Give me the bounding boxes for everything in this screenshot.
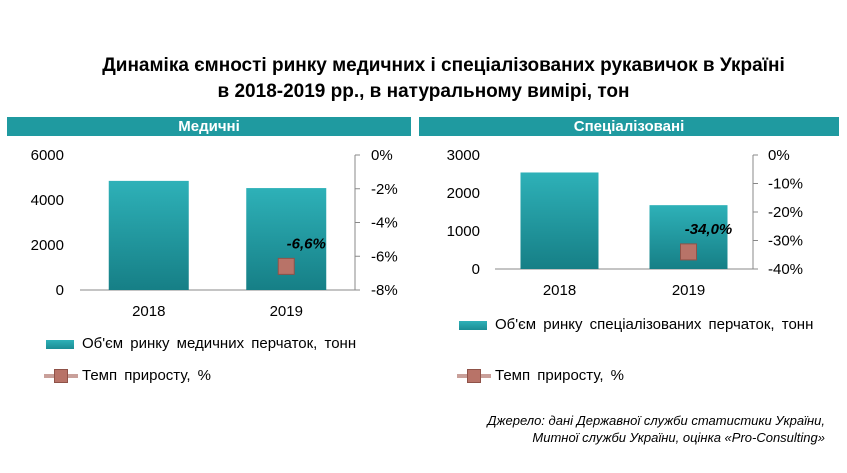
left-axis-tick-label: 0 (56, 282, 64, 299)
left-axis-tick-label: 1000 (447, 223, 480, 240)
right-axis-tick-label: 0% (371, 147, 393, 164)
legend-bar-swatch-medical (46, 340, 74, 349)
right-axis-tick-label: 0% (768, 147, 790, 164)
panel-title-medical: Медичні (7, 117, 411, 136)
legend-bar-swatch-specialized (459, 321, 487, 330)
chart-specialized: 0 1000 2000 3000 0% -10% -20% -30% -40% 2018 2019 -… (447, 147, 803, 299)
right-axis-tick-label: -4% (371, 215, 398, 232)
right-axis-tick-label: -20% (768, 204, 803, 221)
x-tick-label: 2018 (132, 303, 165, 320)
chart-title-line-1: Динаміка ємності ринку медичних і спеціа… (102, 55, 785, 76)
right-axis-tick-label: -10% (768, 176, 803, 193)
bar-specialized-2018 (520, 172, 599, 269)
x-tick-label: 2019 (270, 303, 303, 320)
legend-marker-medical (54, 369, 68, 383)
left-axis-tick-label: 6000 (31, 147, 64, 164)
growth-marker-medical-2019 (277, 257, 295, 275)
right-axis-tick-label: -6% (371, 248, 398, 265)
bar-medical-2018 (108, 180, 189, 290)
right-axis-tick-label: -2% (371, 181, 398, 198)
right-axis-tick-label: -30% (768, 233, 803, 250)
chart-medical: 0 2000 4000 6000 0% -2% -4% -6% -8% 2018 2019 -6,6% (31, 147, 398, 320)
legend-marker-specialized (467, 369, 481, 383)
source-line-1: Джерело: дані Державної служби статистик… (487, 413, 825, 428)
right-axis-tick-label: -8% (371, 282, 398, 299)
growth-marker-specialized-2019 (680, 243, 697, 261)
panel-title-specialized: Спеціалізовані (419, 117, 839, 136)
chart-title-line-2: в 2018-2019 рр., в натуральному вимірі, … (217, 81, 630, 102)
source-note: Джерело: дані Державної служби статистик… (487, 412, 825, 446)
legend-label-volume-specialized: Об'єм ринку спеціалізованих перчаток, то… (495, 316, 814, 333)
left-axis-tick-label: 2000 (31, 237, 64, 254)
left-axis-tick-label: 4000 (31, 192, 64, 209)
source-line-2: Митної служби України, оцінка «Pro-Consu… (532, 430, 825, 445)
right-axis-tick-label: -40% (768, 261, 803, 278)
legend-label-volume-medical: Об'єм ринку медичних перчаток, тонн (82, 335, 357, 352)
left-axis-tick-label: 2000 (447, 185, 480, 202)
growth-data-label-specialized: -34,0% (685, 221, 733, 238)
legend-label-growth-medical: Темп приросту, % (82, 367, 212, 384)
legend-label-growth-specialized: Темп приросту, % (495, 367, 625, 384)
x-tick-label: 2018 (543, 282, 576, 299)
left-axis-tick-label: 0 (472, 261, 480, 278)
left-axis-tick-label: 3000 (447, 147, 480, 164)
growth-data-label-medical: -6,6% (287, 235, 326, 252)
x-tick-label: 2019 (672, 282, 705, 299)
